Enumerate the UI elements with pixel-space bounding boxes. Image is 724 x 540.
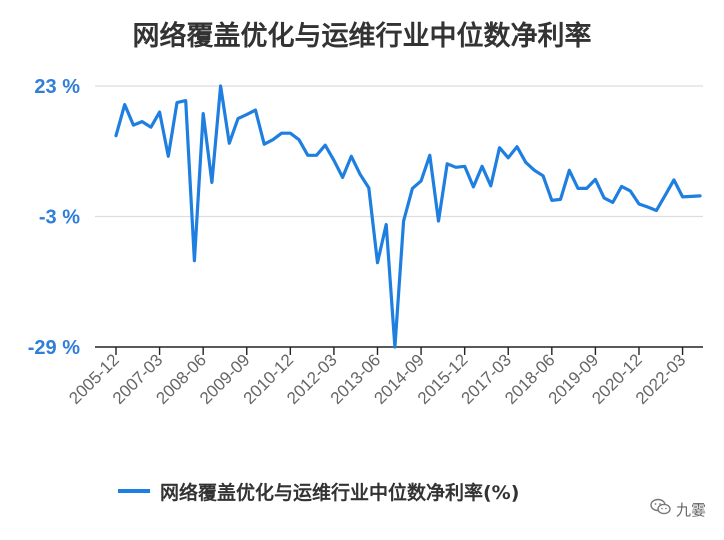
data-point (567, 168, 571, 172)
data-point (419, 179, 423, 183)
data-point (585, 186, 589, 190)
data-point (236, 117, 240, 121)
data-point (576, 186, 580, 190)
data-point (550, 198, 554, 202)
data-point (646, 205, 650, 209)
data-point (637, 202, 641, 206)
data-point (480, 164, 484, 168)
data-point (620, 184, 624, 188)
data-point (402, 219, 406, 223)
legend-swatch (118, 489, 150, 493)
wechat-icon (650, 498, 672, 520)
data-point (262, 142, 266, 146)
data-point (515, 145, 519, 149)
data-point (175, 101, 179, 105)
data-point (131, 123, 135, 127)
legend-label: 网络覆盖优化与运维行业中位数净利率(%) (160, 481, 520, 504)
data-point (201, 112, 205, 116)
data-point (463, 164, 467, 168)
data-point (123, 103, 127, 107)
watermark-text: 九霎 (675, 500, 706, 519)
series-layer (114, 84, 702, 349)
data-point (498, 146, 502, 150)
data-point (227, 141, 231, 145)
data-point (524, 160, 528, 164)
data-point (437, 219, 441, 223)
data-point (192, 259, 196, 263)
data-point (506, 156, 510, 160)
data-point (410, 186, 414, 190)
series-line (114, 84, 702, 349)
data-point (445, 162, 449, 166)
data-point (367, 186, 371, 190)
data-point (689, 194, 693, 198)
data-point (288, 131, 292, 135)
y-axis: 23 % -3 % -29 % (28, 76, 80, 359)
data-point (140, 120, 144, 124)
data-point (489, 184, 493, 188)
data-point (611, 200, 615, 204)
data-point (654, 208, 658, 212)
data-point (428, 153, 432, 157)
y-tick-label: 23 % (34, 76, 80, 98)
data-point (454, 165, 458, 169)
data-point (184, 99, 188, 103)
data-point (541, 174, 545, 178)
watermark: 九霎 (650, 498, 706, 520)
data-point (210, 180, 214, 184)
data-point (297, 138, 301, 142)
y-tick-label: -29 % (28, 337, 80, 359)
data-point (149, 125, 153, 129)
data-point (280, 131, 284, 135)
data-point (628, 189, 632, 193)
data-point (663, 193, 667, 197)
data-point (158, 110, 162, 114)
data-point (375, 261, 379, 265)
data-point (166, 154, 170, 158)
data-point (593, 177, 597, 181)
data-point (332, 158, 336, 162)
data-point (698, 194, 702, 198)
data-point (341, 175, 345, 179)
data-point (471, 185, 475, 189)
data-point (681, 195, 685, 199)
legend[interactable]: 网络覆盖优化与运维行业中位数净利率(%) (118, 476, 519, 506)
chart-title: 网络覆盖优化与运维行业中位数净利率 (132, 21, 592, 52)
data-point (393, 345, 397, 349)
data-point (114, 134, 118, 138)
data-point (271, 138, 275, 142)
data-point (306, 153, 310, 157)
data-point (602, 196, 606, 200)
data-point (349, 154, 353, 158)
x-axis: 2005-122007-032008-062009-092010-122012-… (65, 346, 703, 408)
data-point (384, 223, 388, 227)
data-point (559, 197, 563, 201)
data-point (245, 113, 249, 117)
y-tick-label: -3 % (39, 207, 80, 229)
data-point (314, 153, 318, 157)
data-point (253, 108, 257, 112)
data-point (672, 178, 676, 182)
data-point (358, 172, 362, 176)
data-point (323, 143, 327, 147)
data-point (219, 84, 223, 88)
data-point (532, 168, 536, 172)
